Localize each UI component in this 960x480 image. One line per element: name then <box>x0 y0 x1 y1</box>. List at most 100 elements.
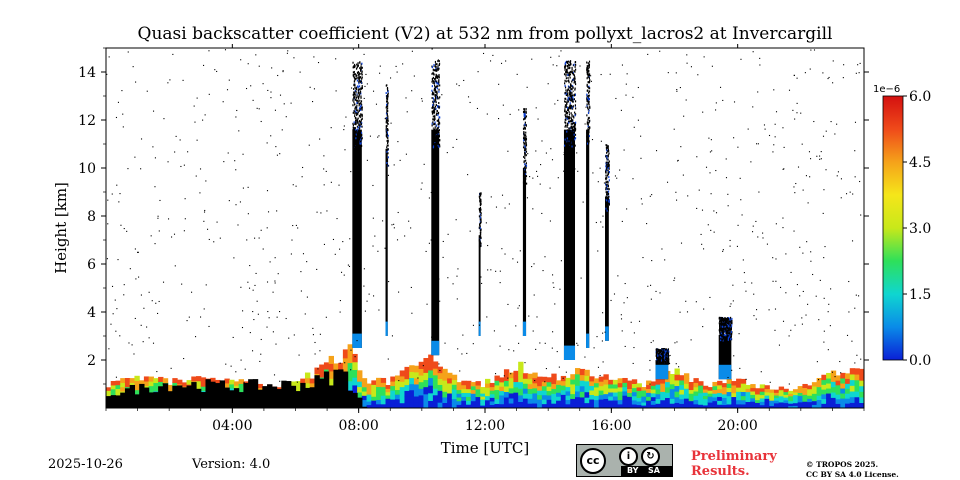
cloud-speck <box>566 130 568 133</box>
noise-dot <box>673 128 675 130</box>
noise-dot <box>782 320 785 322</box>
noise-dot <box>517 307 519 309</box>
boundary-layer-cell <box>442 391 448 398</box>
cloud-speck <box>360 125 362 128</box>
strong-signal-cell <box>309 387 316 408</box>
cloud-speck <box>435 101 437 104</box>
noise-dot <box>571 191 573 193</box>
strong-signal-cell <box>319 378 325 408</box>
boundary-layer-cell <box>622 403 628 408</box>
noise-dot <box>140 138 143 140</box>
cloud-speck <box>586 100 588 103</box>
noise-dot <box>830 121 832 123</box>
cloud-speck <box>567 131 569 134</box>
colorbar-tick-label: 1.5 <box>909 287 931 303</box>
boundary-layer-cell <box>769 394 775 399</box>
noise-dot <box>293 334 295 336</box>
boundary-layer-cell <box>669 403 676 408</box>
noise-dot <box>774 123 776 125</box>
boundary-layer-cell <box>636 383 642 388</box>
boundary-layer-cell <box>845 393 851 399</box>
cloud-speck <box>360 102 362 105</box>
boundary-layer-cell <box>575 396 581 403</box>
noise-dot <box>366 159 368 161</box>
cloud-speck <box>386 158 389 161</box>
noise-dot <box>845 193 848 195</box>
cloud-speck <box>432 111 434 114</box>
noise-dot <box>405 153 407 155</box>
boundary-layer-cell <box>508 377 515 384</box>
cloud-speck <box>606 165 609 168</box>
cloud-speck <box>386 164 388 167</box>
cloud-speck <box>354 96 356 99</box>
cloud-speck <box>588 74 591 77</box>
noise-dot <box>709 151 711 153</box>
noise-dot <box>560 260 562 262</box>
boundary-layer-cell <box>660 387 666 392</box>
cloud-speck <box>354 128 357 131</box>
cloud-speck <box>480 237 482 240</box>
noise-dot <box>343 125 345 127</box>
cloud-speck <box>434 137 436 140</box>
noise-dot <box>638 320 641 322</box>
boundary-layer-cell <box>451 403 458 408</box>
noise-dot <box>107 199 109 201</box>
noise-dot <box>805 314 807 316</box>
boundary-layer-cell <box>683 403 690 408</box>
boundary-layer-cell <box>120 386 126 392</box>
noise-dot <box>824 246 826 248</box>
cloud-speck <box>525 164 528 167</box>
noise-dot <box>707 224 709 226</box>
cloud-speck <box>431 132 434 135</box>
cloud-speck <box>353 110 355 113</box>
noise-dot <box>630 321 632 323</box>
cloud-speck <box>479 209 482 212</box>
noise-dot <box>772 257 774 259</box>
cloud-speck <box>570 63 572 66</box>
cloud-speck <box>666 355 669 358</box>
noise-dot <box>269 261 271 263</box>
noise-dot <box>225 363 227 365</box>
noise-dot <box>378 135 380 137</box>
cloud-speck <box>564 86 567 89</box>
noise-dot <box>252 99 254 101</box>
noise-dot <box>235 116 237 118</box>
boundary-layer-cell <box>679 389 685 395</box>
noise-dot <box>252 289 254 291</box>
noise-dot <box>258 237 260 239</box>
noise-dot <box>276 316 278 318</box>
noise-dot <box>733 101 736 103</box>
boundary-layer-cell <box>229 383 235 389</box>
noise-dot <box>309 86 311 88</box>
cloud-speck <box>587 98 589 101</box>
boundary-layer-cell <box>257 387 263 392</box>
boundary-layer-cell <box>423 386 429 395</box>
boundary-layer-cell <box>593 382 600 388</box>
boundary-layer-cell <box>698 388 704 394</box>
boundary-layer-cell <box>352 377 358 386</box>
boundary-layer-cell <box>394 380 401 386</box>
noise-dot <box>467 96 470 98</box>
noise-dot <box>526 197 529 199</box>
cloud-speck <box>360 118 362 121</box>
noise-dot <box>467 174 469 176</box>
cloud-speck <box>356 128 359 131</box>
boundary-layer-cell <box>485 403 491 408</box>
noise-dot <box>456 138 458 140</box>
boundary-layer-cell <box>693 382 699 388</box>
cloud-speck <box>439 84 441 87</box>
cloud-speck <box>480 235 482 238</box>
boundary-layer-cell <box>371 392 377 397</box>
noise-dot <box>476 107 478 110</box>
cloud-speck <box>570 95 572 98</box>
noise-dot <box>604 331 606 333</box>
noise-dot <box>233 257 235 259</box>
noise-dot <box>687 195 689 197</box>
cloud-speck <box>726 326 728 329</box>
cloud-speck <box>523 139 525 142</box>
boundary-layer-cell <box>617 395 623 401</box>
noise-dot <box>286 52 288 54</box>
cloud-speck <box>353 140 356 143</box>
cloud-speck <box>525 144 527 147</box>
cloud-speck <box>605 198 607 201</box>
